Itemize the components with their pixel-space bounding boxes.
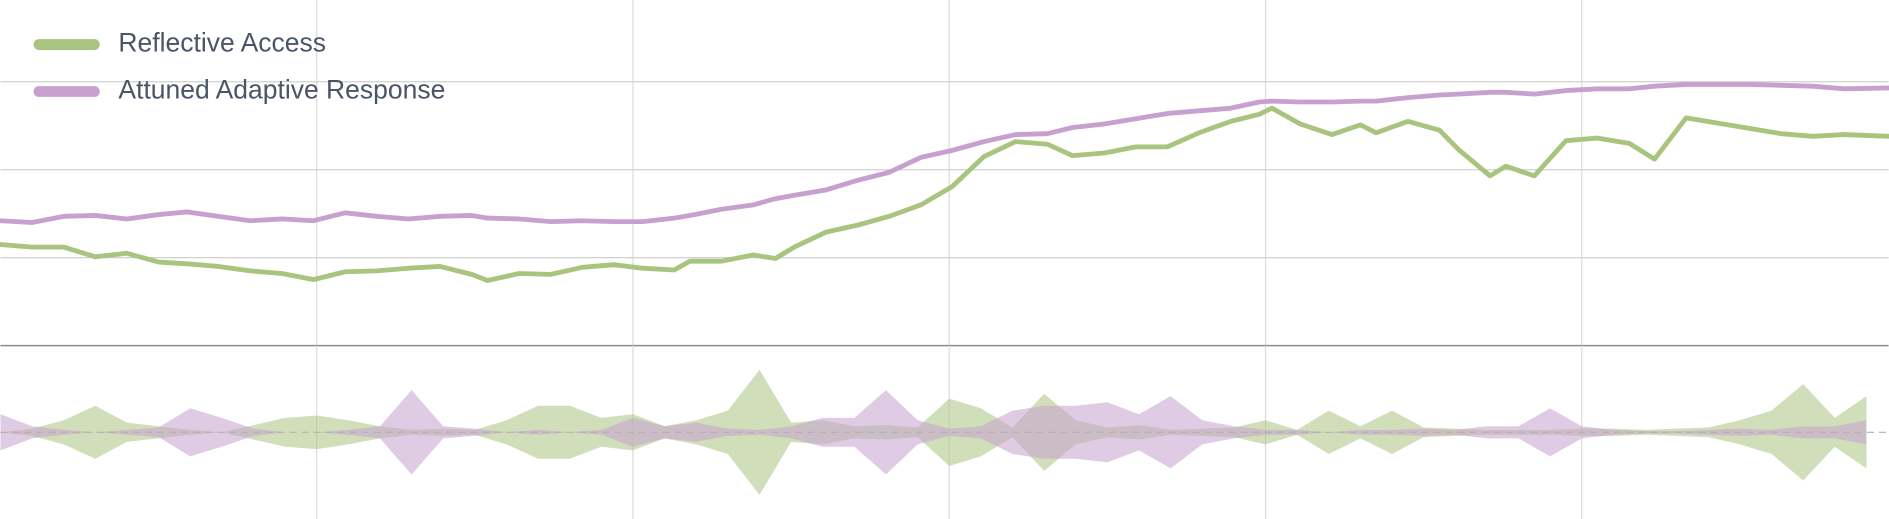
mirror-area [0, 390, 1867, 433]
legend-label: Attuned Adaptive Response [118, 75, 445, 105]
line-series [0, 82, 1889, 225]
mirror-area [0, 432, 1867, 475]
legend-label: Reflective Access [118, 28, 326, 58]
mirror-area [0, 369, 1867, 433]
mirror-area [0, 432, 1867, 495]
line-series [0, 105, 1889, 283]
